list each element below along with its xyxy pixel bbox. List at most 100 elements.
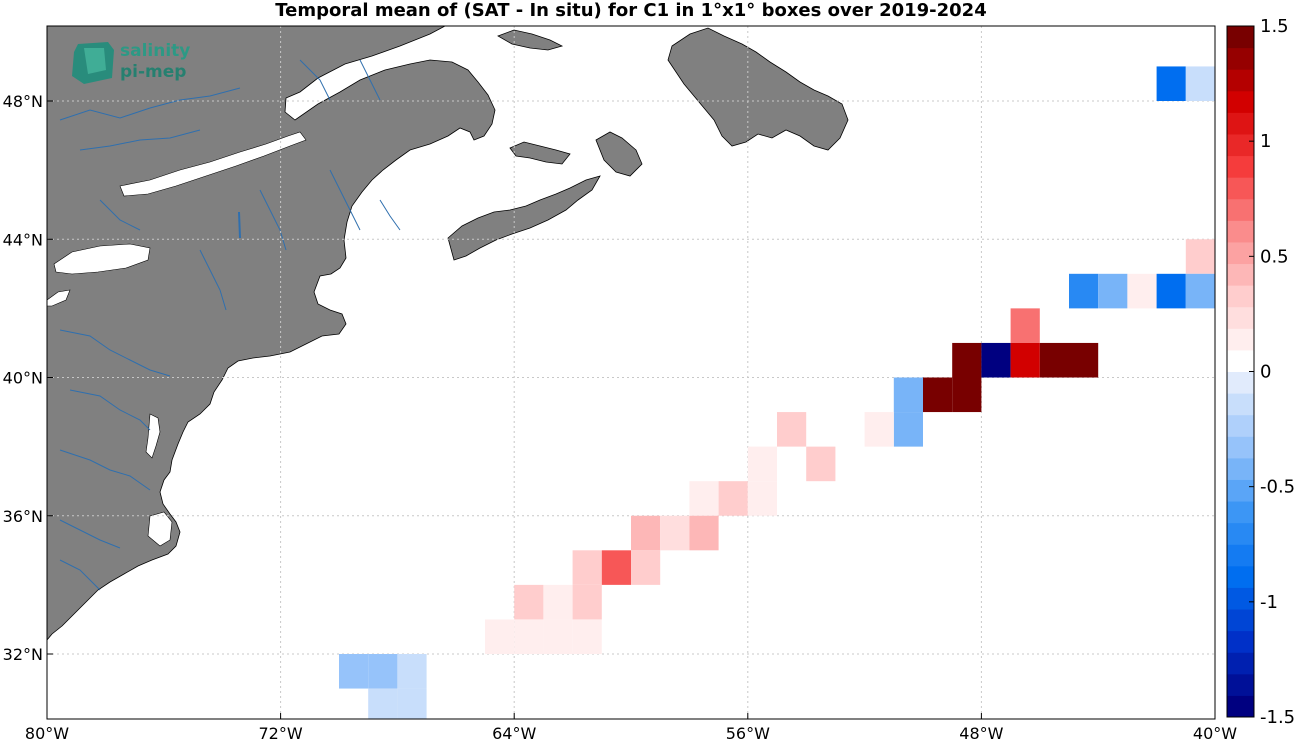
x-axis-ticks: 80°W 72°W 64°W 56°W 48°W 40°W: [25, 713, 1237, 740]
heatmap-cell: [660, 515, 690, 551]
land-anticosti: [497, 29, 564, 51]
colorbar-tick-label: -0.5: [1260, 477, 1295, 498]
heatmap-cell: [952, 342, 982, 378]
heatmap-cell: [864, 412, 894, 447]
figure-title: Temporal mean of (SAT - In situ) for C1 …: [275, 0, 986, 21]
colorbar-segment: [1227, 69, 1254, 92]
heatmap-cell: [1156, 273, 1186, 309]
heatmap-cell: [368, 654, 398, 689]
heatmap-cell: [981, 342, 1011, 378]
colorbar-segment: [1227, 155, 1254, 178]
x-tick-label: 72°W: [259, 724, 303, 740]
lake-champlain: [238, 212, 241, 238]
heatmap-cell: [689, 481, 719, 516]
colorbar-segment: [1227, 630, 1254, 653]
heatmap-cell: [1185, 239, 1215, 274]
colorbar-segment: [1227, 479, 1254, 502]
y-axis-ticks: 32°N 36°N 40°N 44°N 48°N: [3, 92, 53, 664]
river-saint-lawrence: [119, 131, 307, 197]
colorbar-ticks: 1.5 1 0.5 0 -0.5 -1 -1.5: [1249, 16, 1295, 728]
colorbar-segment: [1227, 306, 1254, 329]
y-tick-label: 32°N: [3, 645, 43, 664]
salinity-pi-mep-logo: salinity pi-mep: [72, 41, 190, 84]
heatmap-cell: [572, 550, 602, 585]
heatmap-cell: [1010, 308, 1040, 343]
heatmap-cell: [397, 688, 427, 719]
land-nova-scotia: [447, 175, 601, 261]
heatmap-cell: [893, 377, 923, 413]
colorbar-segment: [1227, 371, 1254, 394]
colorbar-segment: [1227, 587, 1254, 610]
colorbar-tick-label: 0: [1260, 362, 1271, 383]
heatmap-cell: [631, 550, 661, 585]
lake-ontario: [53, 243, 151, 275]
colorbar-segment: [1227, 414, 1254, 437]
heatmap-cell: [1127, 273, 1157, 309]
heatmap-cell: [1069, 342, 1099, 378]
heatmap-cell: [718, 481, 748, 516]
land-pei: [509, 141, 571, 165]
heatmap-cell: [601, 550, 631, 585]
colorbar-segment: [1227, 501, 1254, 524]
colorbar-tick-label: 1: [1260, 131, 1271, 152]
colorbar-tick-label: -1: [1260, 592, 1278, 613]
heatmap-cell: [572, 584, 602, 620]
map-area: salinity pi-mep: [47, 26, 1215, 719]
logo-text-pimep: pi-mep: [120, 62, 186, 82]
colorbar-segment: [1227, 695, 1254, 718]
logo-text-salinity: salinity: [120, 41, 190, 61]
heatmap-cell: [368, 688, 398, 719]
colorbar-segment: [1227, 436, 1254, 459]
heatmap-cell: [777, 412, 807, 447]
heatmap-cell: [806, 446, 836, 482]
y-tick-label: 44°N: [3, 230, 43, 249]
colorbar-segment: [1227, 198, 1254, 221]
land-newfoundland: [667, 27, 849, 151]
colorbar-tick-label: -1.5: [1260, 707, 1295, 728]
colorbar-segment: [1227, 522, 1254, 545]
heatmap-cell: [543, 584, 573, 620]
colorbar-segment: [1227, 652, 1254, 675]
colorbar-segment: [1227, 544, 1254, 567]
x-tick-label: 48°W: [959, 724, 1003, 740]
land-cape-breton: [595, 131, 643, 177]
heatmap-cell: [1069, 273, 1099, 309]
x-tick-label: 80°W: [25, 724, 69, 740]
heatmap-cell: [1185, 273, 1215, 309]
heatmap-cell: [514, 584, 544, 620]
rivers: [59, 59, 401, 591]
x-tick-label: 64°W: [492, 724, 536, 740]
heatmap-cell: [747, 481, 777, 516]
x-tick-label: 40°W: [1193, 724, 1237, 740]
heatmap-cell: [923, 377, 953, 413]
heatmap-cell: [1098, 273, 1128, 309]
heatmap-cell: [631, 515, 661, 551]
colorbar-segment: [1227, 263, 1254, 286]
heatmap-cell: [572, 619, 602, 654]
heatmap-cell: [893, 412, 923, 447]
colorbar-segment: [1227, 609, 1254, 632]
colorbar-segment: [1227, 112, 1254, 135]
heatmap-cell: [952, 377, 982, 413]
colorbar-segment: [1227, 241, 1254, 265]
colorbar-tick-label: 0.5: [1260, 246, 1289, 267]
heatmap-cell: [397, 654, 427, 689]
x-tick-label: 56°W: [726, 724, 770, 740]
colorbar-segment: [1227, 220, 1254, 243]
colorbar-segment: [1227, 90, 1254, 113]
colorbar-segment: [1227, 393, 1254, 416]
colorbar-tick-label: 1.5: [1260, 16, 1289, 37]
colorbar-segment: [1227, 349, 1254, 372]
heatmap-cell: [543, 619, 573, 654]
heatmap-cell: [485, 619, 515, 654]
heatmap-cells: [339, 66, 1215, 719]
map-frame: [46, 25, 1216, 720]
colorbar-segment: [1227, 565, 1254, 588]
colorbar-segment: [1227, 328, 1254, 351]
colorbar-segment: [1227, 673, 1254, 696]
heatmap-cell: [1039, 342, 1069, 378]
bay-chesapeake: [145, 413, 161, 459]
colorbar-segment: [1227, 47, 1254, 70]
colorbar-segment: [1227, 457, 1254, 480]
